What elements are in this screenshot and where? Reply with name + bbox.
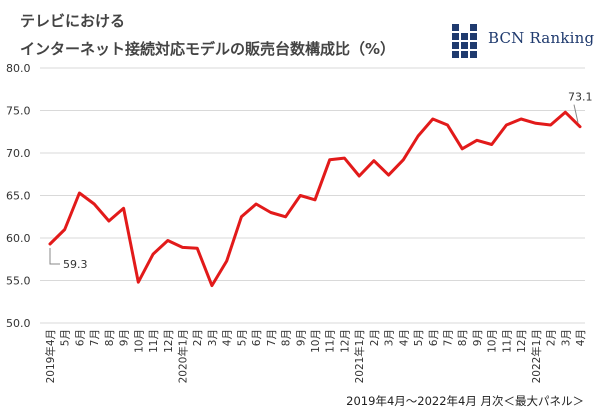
y-tick-label: 50.0 xyxy=(6,317,31,330)
x-tick-label: 7月 xyxy=(89,329,101,346)
bcn-logo: BCN Ranking xyxy=(448,22,598,58)
logo-square xyxy=(470,51,477,58)
x-tick-label: 6月 xyxy=(251,329,263,346)
x-tick-label: 2022年1月 xyxy=(530,329,543,383)
x-tick-label: 3月 xyxy=(384,329,396,346)
logo-square xyxy=(461,42,468,49)
logo-square xyxy=(470,33,477,40)
y-tick-label: 65.0 xyxy=(6,190,31,203)
logo-square xyxy=(452,51,459,58)
x-tick-label: 2021年1月 xyxy=(353,329,366,383)
footer-note: 2019年4月～2022年4月 月次＜最大パネル＞ xyxy=(346,394,584,408)
y-tick-label: 75.0 xyxy=(6,105,31,118)
x-tick-label: 2月 xyxy=(192,329,204,346)
bcn-logo-icon xyxy=(452,24,477,58)
x-tick-label: 9月 xyxy=(295,329,307,346)
x-tick-label: 9月 xyxy=(119,329,131,346)
x-tick-label: 4月 xyxy=(222,329,234,346)
data-label-first: 59.3 xyxy=(63,258,88,271)
annotation-leader xyxy=(573,104,579,123)
x-tick-label: 12月 xyxy=(516,329,528,353)
logo-square xyxy=(452,24,459,31)
logo-square xyxy=(461,51,468,58)
annotation-leader xyxy=(49,247,60,265)
x-tick-label: 11月 xyxy=(325,329,337,353)
x-tick-label: 6月 xyxy=(428,329,440,346)
chart-title-line2: インターネット接続対応モデルの販売台数構成比（%） xyxy=(20,40,396,58)
x-tick-label: 6月 xyxy=(74,329,86,346)
x-tick-label: 10月 xyxy=(487,329,499,353)
logo-square xyxy=(470,24,477,31)
x-tick-label: 7月 xyxy=(266,329,278,346)
y-tick-label: 55.0 xyxy=(6,275,31,288)
bcn-logo-text: BCN Ranking xyxy=(488,29,595,47)
logo-square xyxy=(452,33,459,40)
x-tick-label: 9月 xyxy=(472,329,484,346)
x-tick-label: 12月 xyxy=(163,329,175,353)
x-tick-label: 2019年4月 xyxy=(44,329,57,383)
x-tick-label: 4月 xyxy=(398,329,410,346)
x-tick-label: 5月 xyxy=(60,329,72,346)
logo-square xyxy=(470,42,477,49)
y-tick-label: 60.0 xyxy=(6,232,31,245)
x-tick-label: 11月 xyxy=(148,329,160,353)
chart-title-line1: テレビにおける xyxy=(20,12,126,30)
y-tick-label: 80.0 xyxy=(6,62,31,75)
logo-square xyxy=(461,33,468,40)
x-tick-label: 5月 xyxy=(236,329,248,346)
grid xyxy=(40,67,585,324)
x-tick-label: 2月 xyxy=(369,329,381,346)
x-tick-label: 8月 xyxy=(457,329,469,346)
x-tick-label: 2月 xyxy=(546,329,558,346)
x-tick-label: 12月 xyxy=(339,329,351,353)
x-tick-label: 4月 xyxy=(575,329,587,346)
series-line xyxy=(48,110,582,288)
x-tick-label: 5月 xyxy=(413,329,425,346)
x-tick-label: 3月 xyxy=(207,329,219,346)
x-tick-label: 10月 xyxy=(133,329,145,353)
x-tick-label: 3月 xyxy=(560,329,572,346)
x-tick-label: 2020年1月 xyxy=(177,329,190,383)
x-tick-label: 8月 xyxy=(281,329,293,346)
y-tick-label: 70.0 xyxy=(6,147,31,160)
data-label-last: 73.1 xyxy=(568,91,593,104)
x-tick-label: 11月 xyxy=(501,329,513,353)
x-tick-label: 10月 xyxy=(310,329,322,353)
x-tick-label: 8月 xyxy=(104,329,116,346)
logo-square xyxy=(452,42,459,49)
x-tick-label: 7月 xyxy=(443,329,455,346)
